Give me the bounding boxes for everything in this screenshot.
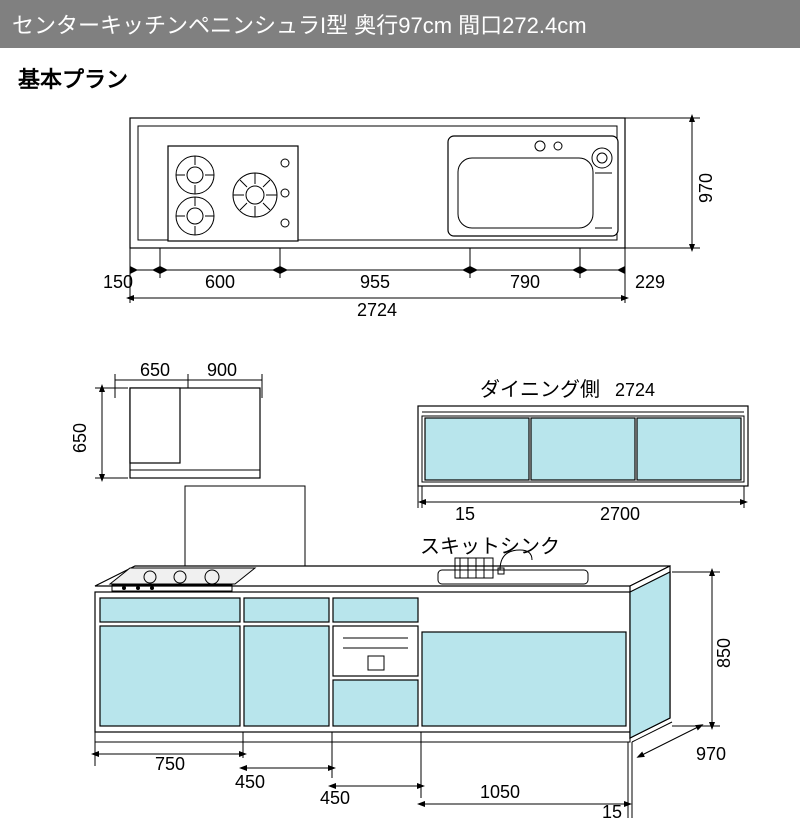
diagram-svg: 970 150 600 955 790 229 2724 xyxy=(0,98,800,818)
svg-text:650: 650 xyxy=(140,360,170,380)
svg-text:900: 900 xyxy=(207,360,237,380)
svg-text:970: 970 xyxy=(696,744,726,764)
svg-text:750: 750 xyxy=(155,754,185,774)
plan-label: 基本プラン xyxy=(0,48,800,98)
svg-text:970: 970 xyxy=(696,173,716,203)
svg-text:2700: 2700 xyxy=(600,504,640,524)
dim-top-segments: 150 600 955 790 229 2724 xyxy=(103,248,665,320)
dim-elev-bottom: 750 450 450 1050 15 xyxy=(95,732,632,818)
title-bar: センターキッチンペニンシュラI型 奥行97cm 間口272.4cm xyxy=(0,0,800,48)
top-view: 970 150 600 955 790 229 2724 xyxy=(103,118,716,320)
title-text: センターキッチンペニンシュラI型 奥行97cm 間口272.4cm xyxy=(12,13,587,38)
base-cabinets xyxy=(95,572,670,742)
svg-text:955: 955 xyxy=(360,272,390,292)
svg-text:600: 600 xyxy=(205,272,235,292)
svg-text:650: 650 xyxy=(70,423,90,453)
sink-top xyxy=(448,136,618,236)
svg-text:15: 15 xyxy=(455,504,475,524)
cooktop-top xyxy=(168,146,298,241)
svg-text:ダイニング側: ダイニング側 xyxy=(480,378,600,401)
diagram-stage: 970 150 600 955 790 229 2724 xyxy=(0,98,800,818)
svg-text:1050: 1050 xyxy=(480,782,520,802)
svg-text:2724: 2724 xyxy=(615,380,655,400)
svg-text:スキットシンク: スキットシンク xyxy=(420,535,560,558)
svg-text:229: 229 xyxy=(635,272,665,292)
svg-text:15: 15 xyxy=(602,802,622,818)
dining-panel: ダイニング側 2724 15 2700 xyxy=(418,378,748,524)
svg-text:450: 450 xyxy=(235,772,265,792)
svg-text:450: 450 xyxy=(320,788,350,808)
svg-text:2724: 2724 xyxy=(357,300,397,320)
dim-depth-970: 970 xyxy=(625,118,716,248)
svg-text:850: 850 xyxy=(714,638,734,668)
svg-text:790: 790 xyxy=(510,272,540,292)
svg-text:150: 150 xyxy=(103,272,133,292)
